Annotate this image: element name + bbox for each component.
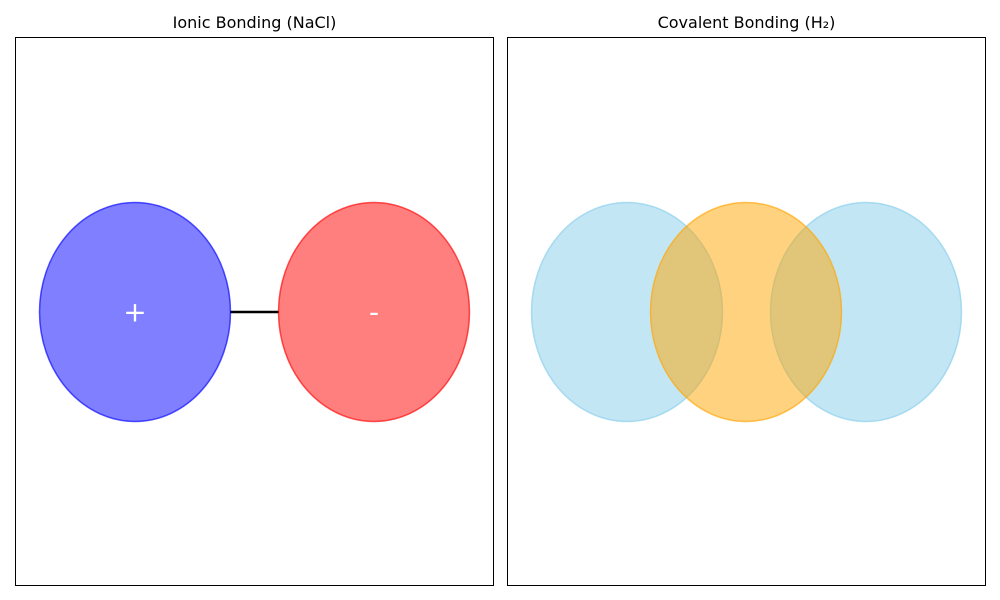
ionic-bonding-diagram: + - [38,201,471,423]
anion-charge-label: - [369,296,379,329]
ionic-bonding-panel: + - [15,37,494,586]
covalent-bonding-diagram [530,201,963,423]
anion-circle [277,201,471,423]
cation-circle [38,201,232,423]
covalent-bonding-panel [507,37,986,586]
shared-electron-cloud [649,201,843,423]
cation-charge-label: + [123,296,146,329]
ionic-panel-title: Ionic Bonding (NaCl) [172,13,337,32]
covalent-panel-title: Covalent Bonding (H₂) [657,13,836,32]
